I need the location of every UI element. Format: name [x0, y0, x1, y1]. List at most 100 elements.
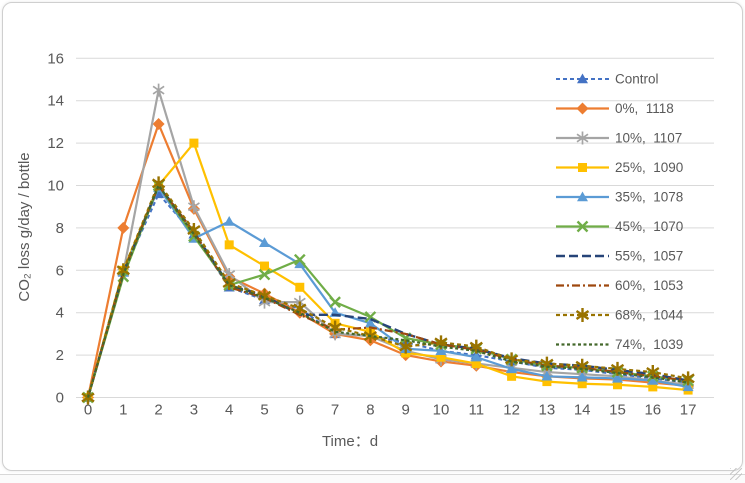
legend-label: 60%, 1053: [615, 278, 683, 293]
x-tick-label: 12: [503, 402, 520, 419]
square-marker: [613, 380, 622, 390]
diamond-marker: [117, 221, 130, 234]
triangle-marker: [577, 191, 588, 202]
diamond-marker: [152, 118, 165, 131]
x-axis-title: Time：d: [322, 433, 378, 450]
legend-label: 68%, 1044: [615, 308, 684, 323]
series-10-1107[interactable]: [82, 83, 695, 404]
triangle-marker: [435, 345, 447, 356]
below-card-strip: [0, 475, 745, 483]
x-tick-label: 14: [574, 402, 591, 419]
legend-entry-10-1107[interactable]: 10%, 1107: [556, 131, 682, 146]
y-tick-label: 10: [47, 178, 64, 195]
y-tick-label: 2: [56, 347, 64, 364]
square-marker: [577, 379, 587, 389]
legend-label: 0%, 1118: [615, 101, 674, 116]
legend-label: 74%, 1039: [615, 337, 683, 352]
star-marker: [575, 308, 590, 322]
legend-entry-74-1039[interactable]: 74%, 1039: [556, 337, 683, 352]
series-0-1118[interactable]: [82, 118, 695, 404]
asterisk-marker: [152, 83, 165, 97]
square-marker: [542, 377, 552, 387]
legend-entry-0-1118[interactable]: 0%, 1118: [556, 101, 674, 116]
x-marker: [576, 220, 589, 233]
star-marker: [222, 276, 236, 291]
chart-card: [2, 2, 743, 471]
triangle-marker: [577, 73, 588, 84]
legend-label: 10%, 1107: [615, 131, 682, 146]
square-marker: [507, 371, 517, 381]
x-tick-label: 11: [469, 402, 485, 419]
triangle-marker: [682, 381, 694, 392]
y-tick-label: 16: [47, 50, 64, 67]
y-tick-label: 4: [56, 305, 64, 322]
x-tick-label: 10: [433, 402, 450, 419]
x-marker: [258, 268, 271, 281]
triangle-marker: [506, 363, 518, 374]
triangle-marker: [223, 216, 235, 226]
series-line: [86, 120, 689, 398]
star-marker: [399, 339, 413, 354]
series-line: [86, 89, 689, 398]
legend-entry-60-1053[interactable]: 60%, 1053: [556, 278, 683, 293]
chart-legend: Control 0%, 1118 10%, 1107 25%, 1090 35%, 10…: [556, 72, 684, 352]
legend-label: 55%, 1057: [615, 249, 683, 264]
x-tick-label: 9: [402, 402, 410, 419]
x-tick-label: 7: [331, 402, 339, 419]
legend-entry-control[interactable]: Control: [556, 72, 659, 87]
y-tick-label: 6: [56, 262, 64, 279]
square-marker: [260, 261, 269, 271]
square-marker: [189, 138, 199, 148]
y-tick-label: 8: [56, 220, 64, 237]
x-marker: [293, 253, 306, 266]
gridlines: [76, 57, 714, 398]
legend-label: 45%, 1070: [615, 219, 683, 234]
x-tick-label: 3: [190, 402, 198, 419]
asterisk-marker: [576, 131, 589, 145]
asterisk-marker: [187, 200, 200, 214]
x-tick-label: 13: [539, 402, 556, 419]
triangle-marker: [294, 258, 306, 269]
square-marker: [648, 382, 658, 392]
series-line: [86, 185, 689, 398]
triangle-marker: [576, 371, 588, 382]
triangle-marker: [541, 370, 553, 381]
triangle-marker: [259, 237, 270, 247]
legend-entry-25-1090[interactable]: 25%, 1090: [556, 160, 683, 175]
triangle-marker: [470, 351, 482, 362]
x-tick-label: 6: [296, 402, 304, 419]
y-axis-title: CO₂ loss g/day / bottle: [16, 152, 33, 301]
legend-entry-35-1078[interactable]: 35%, 1078: [556, 190, 683, 205]
series-line: [86, 181, 689, 398]
series-68-1044[interactable]: [81, 176, 695, 405]
legend-entry-55-1057[interactable]: 55%, 1057: [556, 249, 683, 264]
square-marker: [471, 359, 481, 369]
legend-entry-68-1044[interactable]: 68%, 1044: [556, 308, 684, 323]
x-tick-label: 1: [119, 402, 127, 419]
x-tick-label: 16: [644, 402, 661, 419]
x-tick-label: 15: [609, 402, 626, 419]
x-tick-label: 0: [84, 402, 92, 419]
y-tick-label: 12: [47, 135, 64, 152]
square-marker: [436, 352, 446, 362]
x-tick-label: 2: [154, 402, 162, 419]
star-marker: [293, 301, 307, 316]
legend-label: Control: [615, 72, 659, 87]
x-tick-label: 5: [260, 402, 268, 419]
square-marker: [295, 282, 305, 292]
diamond-marker: [576, 102, 589, 115]
triangle-marker: [612, 372, 623, 383]
resize-grip-icon[interactable]: [730, 468, 742, 480]
square-marker: [578, 163, 587, 172]
page-divider: [0, 474, 745, 475]
x-tick-label: 17: [680, 402, 697, 419]
data-series: [81, 83, 695, 405]
legend-label: 35%, 1078: [615, 190, 683, 205]
x-tick-label: 4: [225, 402, 233, 419]
legend-entry-45-1070[interactable]: 45%, 1070: [556, 219, 683, 234]
x-tick-label: 8: [366, 402, 374, 419]
legend-label: 25%, 1090: [615, 160, 683, 175]
